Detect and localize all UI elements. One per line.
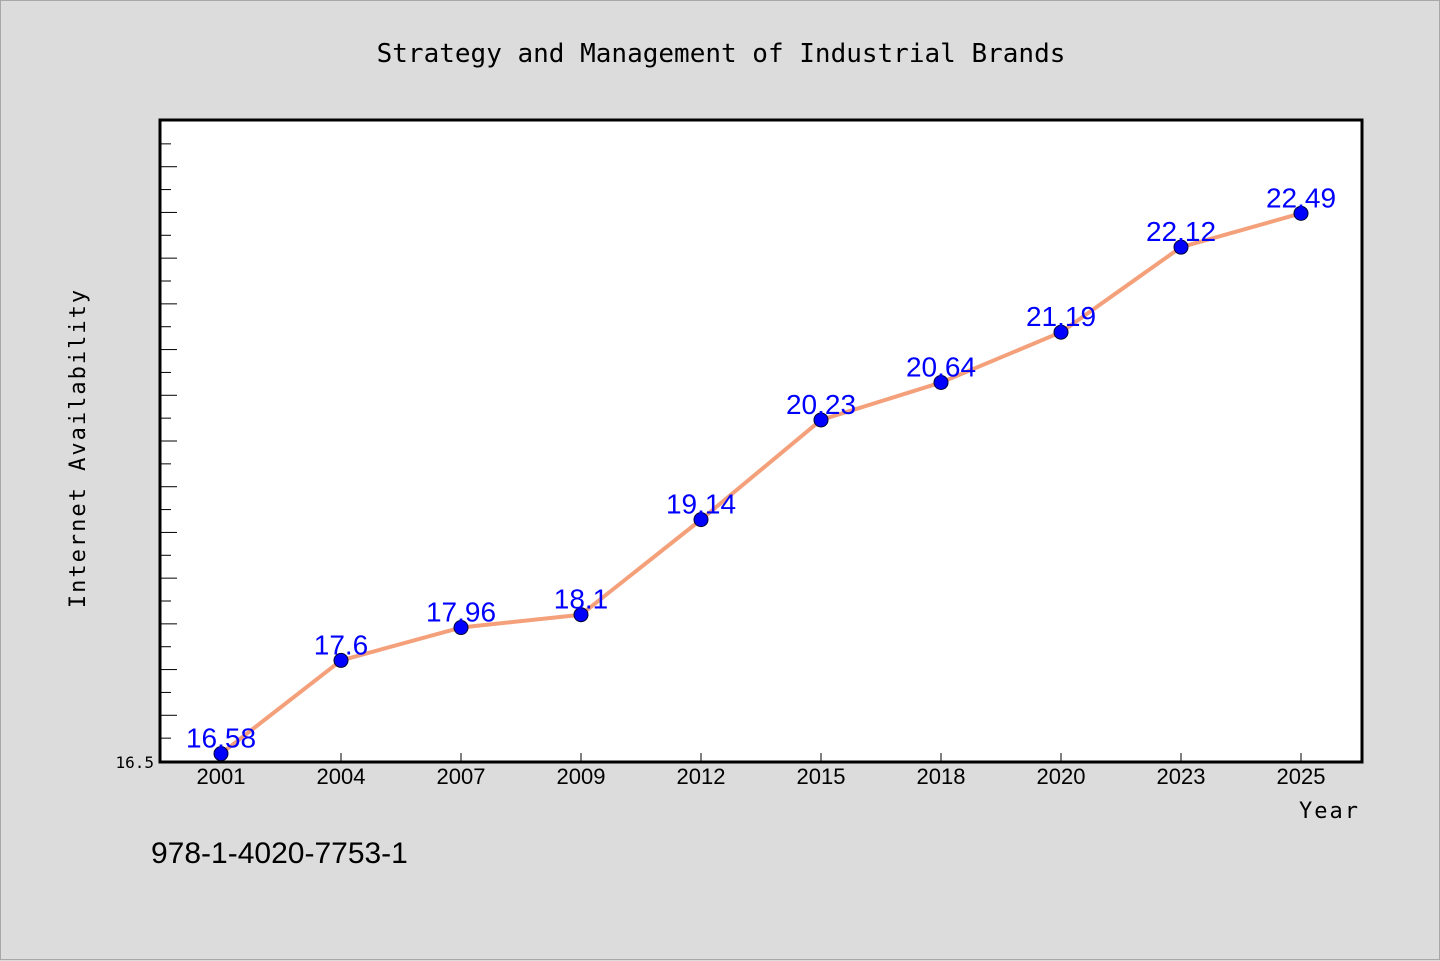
data-point <box>573 607 589 623</box>
x-axis-tick-labels: 2001 2004 2007 2009 2012 2015 2018 2020 2023 2025 <box>197 764 1326 789</box>
data-label: 17.96 <box>426 597 496 628</box>
data-point <box>1173 239 1189 255</box>
data-label: 18.1 <box>554 584 609 615</box>
series-line-segment <box>219 658 343 756</box>
y-axis-ticks <box>161 120 177 762</box>
x-tick-label: 2018 <box>917 764 966 789</box>
data-labels: 16.58 17.6 17.96 18.1 19.14 20.23 20.64 21.19 22… <box>186 182 1336 753</box>
series-line-segment <box>819 380 943 422</box>
data-point <box>1053 324 1069 340</box>
data-point <box>453 620 469 636</box>
x-tick-label: 2007 <box>437 764 486 789</box>
isbn-footer: 978-1-4020-7753-1 <box>151 837 408 870</box>
series-line-segment <box>579 517 703 617</box>
data-label: 20.64 <box>906 351 976 382</box>
data-point <box>933 374 949 390</box>
data-point <box>813 412 829 428</box>
x-tick-label: 2012 <box>677 764 726 789</box>
chart-title: Strategy and Management of Industrial Br… <box>377 39 1066 69</box>
data-label: 21.19 <box>1026 301 1096 332</box>
data-point <box>213 746 229 762</box>
data-label: 19.14 <box>666 489 736 520</box>
x-tick-label: 2004 <box>317 764 366 789</box>
data-label: 17.6 <box>314 629 369 660</box>
y-axis-title: Internet Availability <box>66 288 91 608</box>
x-tick-label: 2020 <box>1037 764 1086 789</box>
data-label: 22.49 <box>1266 182 1336 213</box>
x-axis-title: Year <box>1299 799 1360 824</box>
series-line-segment <box>939 330 1063 385</box>
x-tick-label: 2009 <box>557 764 606 789</box>
data-point <box>693 512 709 528</box>
data-point <box>1293 205 1309 221</box>
data-label: 20.23 <box>786 389 856 420</box>
data-label: 22.12 <box>1146 216 1216 247</box>
series-lines <box>219 211 1303 756</box>
series-line-segment <box>1059 245 1183 335</box>
y-axis-min-label: 16.5 <box>115 753 154 772</box>
data-point <box>333 652 349 668</box>
series-line-segment <box>699 417 823 522</box>
data-label: 16.58 <box>186 723 256 754</box>
series-line-segment <box>459 612 583 630</box>
x-tick-label: 2023 <box>1157 764 1206 789</box>
series-markers <box>213 205 1309 762</box>
x-tick-label: 2025 <box>1277 764 1326 789</box>
x-tick-label: 2015 <box>797 764 846 789</box>
x-tick-label: 2001 <box>197 764 246 789</box>
series-line-segment <box>339 625 463 663</box>
series-line-segment <box>1179 211 1303 250</box>
